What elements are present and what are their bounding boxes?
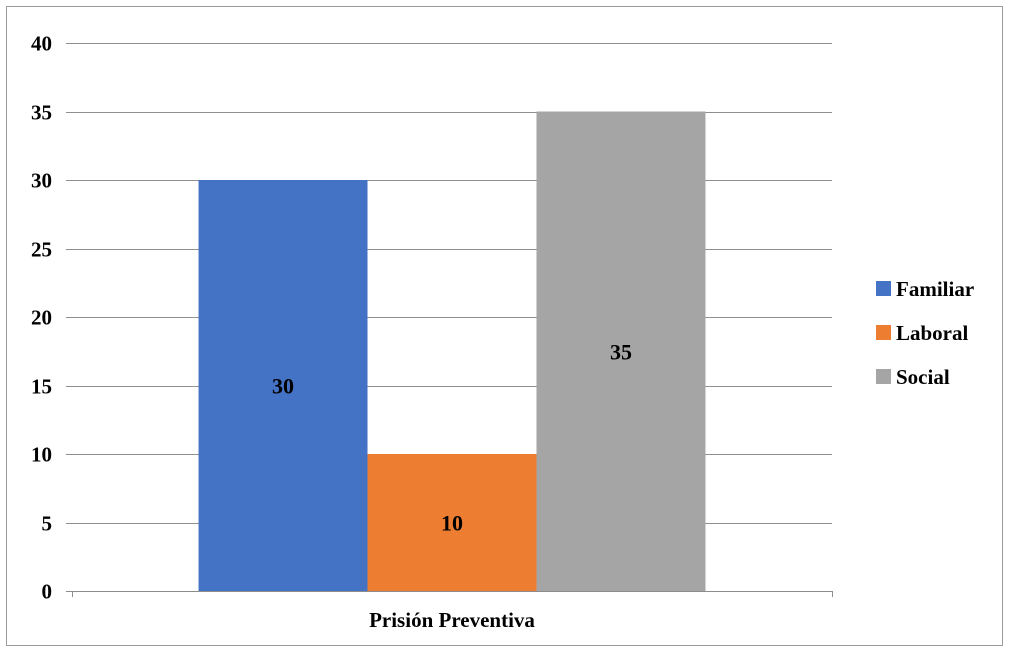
data-label-familiar: 30 xyxy=(272,374,294,399)
legend-swatch-social xyxy=(876,369,891,384)
legend-label-laboral: Laboral xyxy=(896,321,969,345)
data-label-laboral: 10 xyxy=(441,511,463,536)
y-tick-label: 15 xyxy=(31,375,52,399)
legend-swatch-laboral xyxy=(876,325,891,340)
legend-label-social: Social xyxy=(896,365,950,389)
x-category-label: Prisión Preventiva xyxy=(369,608,535,632)
y-tick-label: 30 xyxy=(31,169,52,193)
data-label-social: 35 xyxy=(610,339,632,364)
bar-familiar xyxy=(198,180,368,591)
y-axis-ticks: 0 5 10 15 20 25 30 35 40 xyxy=(31,32,52,604)
legend-swatch-familiar xyxy=(876,281,891,296)
legend-label-familiar: Familiar xyxy=(896,277,974,301)
x-axis-categories: Prisión Preventiva xyxy=(369,608,535,632)
bars xyxy=(198,111,706,591)
y-tick-label: 5 xyxy=(42,512,53,536)
y-tick-label: 10 xyxy=(31,443,52,467)
y-tick-label: 20 xyxy=(31,306,52,330)
y-tick-label: 25 xyxy=(31,238,52,262)
y-tick-label: 40 xyxy=(31,32,52,56)
legend: Familiar Laboral Social xyxy=(876,277,974,389)
y-tick-label: 35 xyxy=(31,101,52,125)
bar-social xyxy=(536,111,706,591)
data-labels: 30 10 35 xyxy=(272,339,632,535)
y-tick-label: 0 xyxy=(42,580,53,604)
bar-laboral xyxy=(367,454,537,591)
